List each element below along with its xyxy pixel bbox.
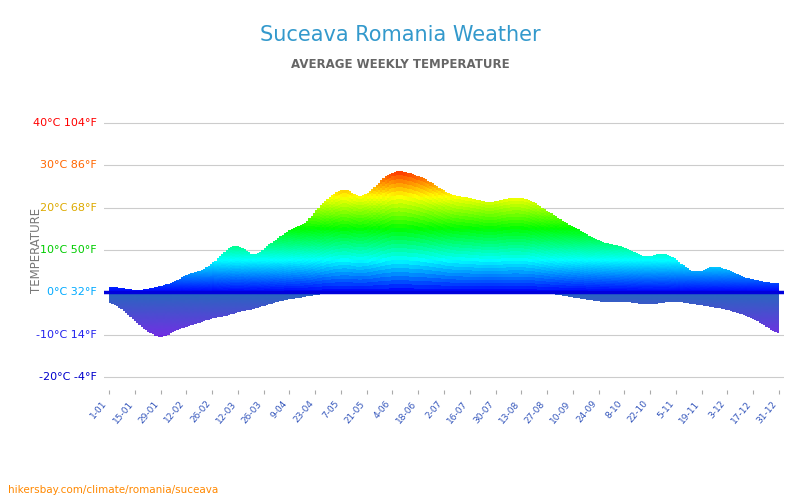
Text: 10°C 50°F: 10°C 50°F <box>41 245 97 255</box>
Text: TEMPERATURE: TEMPERATURE <box>30 208 42 292</box>
Text: Suceava Romania Weather: Suceava Romania Weather <box>260 25 540 45</box>
Text: 40°C 104°F: 40°C 104°F <box>33 118 97 128</box>
Text: -20°C -4°F: -20°C -4°F <box>39 372 97 382</box>
Text: hikersbay.com/climate/romania/suceava: hikersbay.com/climate/romania/suceava <box>8 485 218 495</box>
Text: 0°C 32°F: 0°C 32°F <box>47 288 97 298</box>
Text: 30°C 86°F: 30°C 86°F <box>40 160 97 170</box>
Text: -10°C 14°F: -10°C 14°F <box>36 330 97 340</box>
Text: 20°C 68°F: 20°C 68°F <box>40 202 97 212</box>
Text: AVERAGE WEEKLY TEMPERATURE: AVERAGE WEEKLY TEMPERATURE <box>290 58 510 71</box>
